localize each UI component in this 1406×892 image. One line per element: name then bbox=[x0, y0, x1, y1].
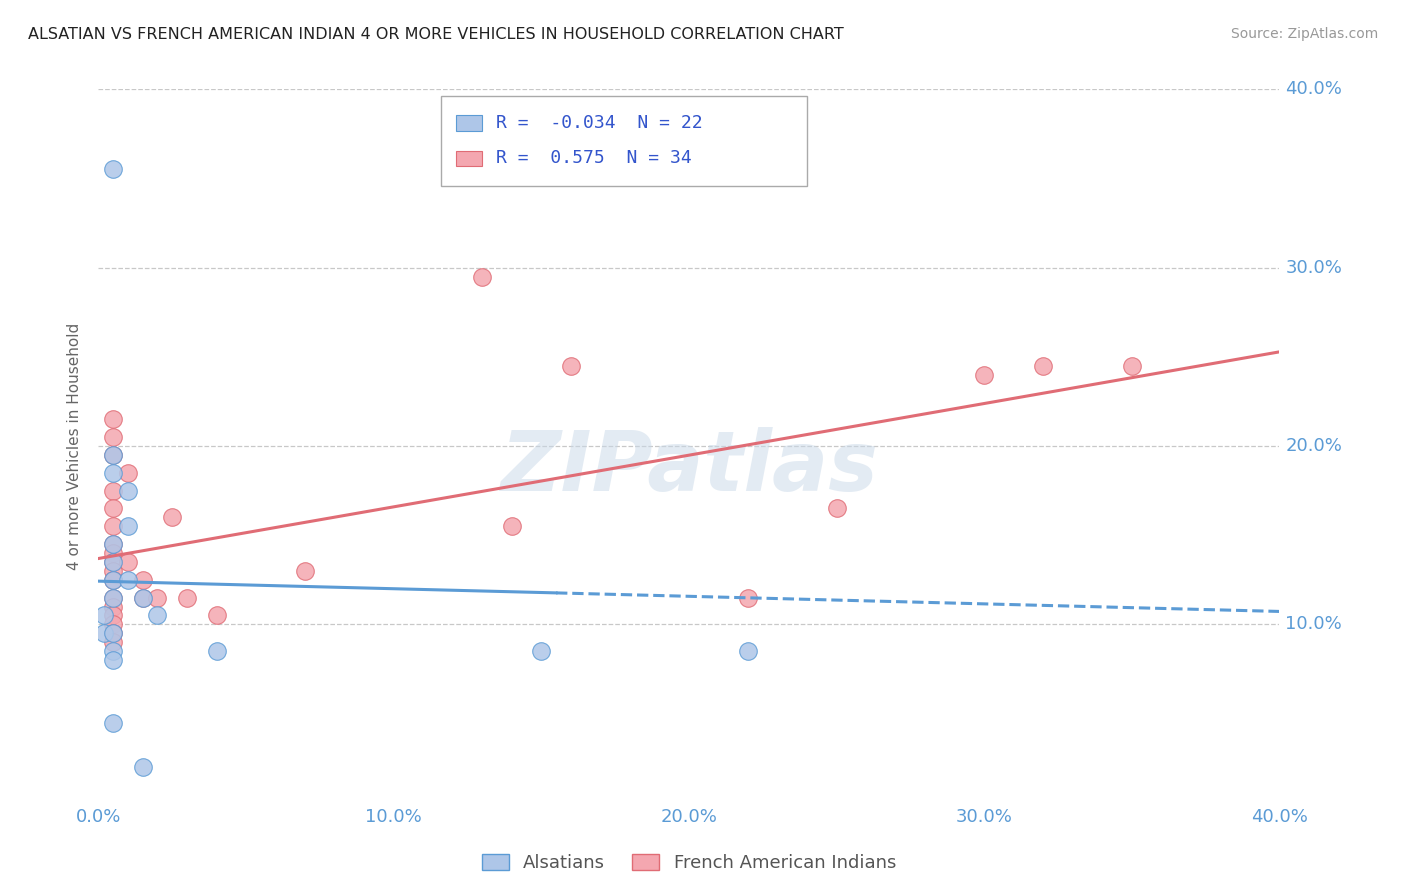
Point bbox=[103, 591, 125, 605]
Point bbox=[103, 644, 125, 658]
FancyBboxPatch shape bbox=[457, 115, 482, 130]
Point bbox=[132, 591, 155, 605]
Point bbox=[501, 519, 523, 533]
Point bbox=[103, 626, 125, 640]
Point bbox=[103, 635, 125, 649]
Text: R =  0.575  N = 34: R = 0.575 N = 34 bbox=[496, 150, 692, 168]
Point bbox=[825, 501, 848, 516]
Point bbox=[103, 537, 125, 551]
Point bbox=[103, 466, 125, 480]
Point bbox=[117, 483, 139, 498]
Point bbox=[146, 608, 169, 623]
Point bbox=[103, 555, 125, 569]
Text: 40.0%: 40.0% bbox=[1285, 80, 1343, 98]
Point bbox=[103, 546, 125, 560]
Point bbox=[132, 591, 155, 605]
Point bbox=[103, 626, 125, 640]
Point bbox=[103, 483, 125, 498]
Text: R =  -0.034  N = 22: R = -0.034 N = 22 bbox=[496, 114, 703, 132]
Point bbox=[176, 591, 198, 605]
Point bbox=[162, 510, 183, 524]
Point bbox=[132, 573, 155, 587]
Point bbox=[737, 644, 759, 658]
Point bbox=[103, 555, 125, 569]
Point bbox=[103, 608, 125, 623]
Point bbox=[973, 368, 995, 382]
Point bbox=[103, 448, 125, 462]
Point bbox=[103, 617, 125, 632]
Text: 10.0%: 10.0% bbox=[1285, 615, 1343, 633]
Point bbox=[560, 359, 582, 373]
Point bbox=[103, 573, 125, 587]
Point bbox=[1121, 359, 1143, 373]
Point bbox=[146, 591, 169, 605]
Text: 20.0%: 20.0% bbox=[1285, 437, 1343, 455]
Text: 30.0%: 30.0% bbox=[1285, 259, 1343, 277]
Text: ZIPatlas: ZIPatlas bbox=[501, 427, 877, 508]
Point bbox=[117, 519, 139, 533]
Text: ALSATIAN VS FRENCH AMERICAN INDIAN 4 OR MORE VEHICLES IN HOUSEHOLD CORRELATION C: ALSATIAN VS FRENCH AMERICAN INDIAN 4 OR … bbox=[28, 27, 844, 42]
Legend: Alsatians, French American Indians: Alsatians, French American Indians bbox=[474, 847, 904, 880]
FancyBboxPatch shape bbox=[441, 96, 807, 186]
Point bbox=[471, 269, 494, 284]
Point bbox=[103, 599, 125, 614]
Point bbox=[205, 608, 228, 623]
Point bbox=[103, 573, 125, 587]
FancyBboxPatch shape bbox=[457, 151, 482, 166]
Point bbox=[294, 564, 316, 578]
Point bbox=[93, 608, 115, 623]
Point bbox=[103, 501, 125, 516]
Point bbox=[117, 555, 139, 569]
Text: Source: ZipAtlas.com: Source: ZipAtlas.com bbox=[1230, 27, 1378, 41]
Point bbox=[117, 466, 139, 480]
Point bbox=[103, 653, 125, 667]
Y-axis label: 4 or more Vehicles in Household: 4 or more Vehicles in Household bbox=[67, 322, 83, 570]
Point bbox=[117, 573, 139, 587]
Point bbox=[103, 412, 125, 426]
Point bbox=[103, 564, 125, 578]
Point bbox=[103, 430, 125, 444]
Point bbox=[103, 537, 125, 551]
Point bbox=[103, 519, 125, 533]
Point bbox=[132, 760, 155, 774]
Point bbox=[530, 644, 553, 658]
Point bbox=[93, 626, 115, 640]
Point bbox=[103, 448, 125, 462]
Point bbox=[103, 715, 125, 730]
Point bbox=[103, 591, 125, 605]
Point bbox=[1032, 359, 1054, 373]
Point bbox=[205, 644, 228, 658]
Point bbox=[737, 591, 759, 605]
Point bbox=[103, 162, 125, 177]
